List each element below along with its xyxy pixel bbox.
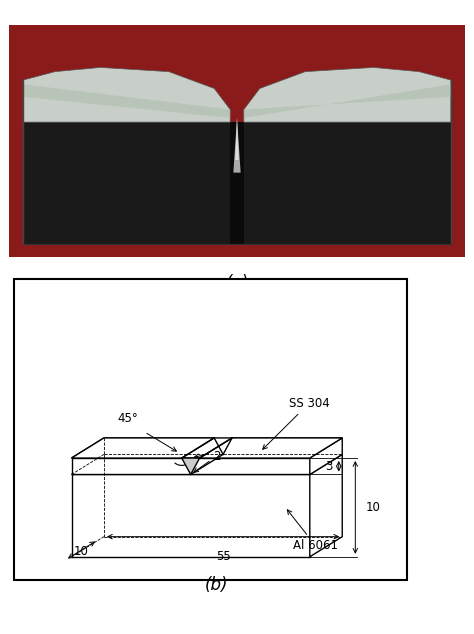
Polygon shape [244, 84, 451, 118]
Polygon shape [72, 458, 310, 474]
Polygon shape [72, 474, 310, 557]
Text: Al 6061: Al 6061 [287, 510, 338, 552]
Polygon shape [72, 438, 342, 458]
Polygon shape [23, 122, 230, 244]
Text: 10: 10 [74, 545, 89, 558]
Polygon shape [244, 122, 451, 244]
Polygon shape [310, 455, 342, 557]
Text: 2: 2 [213, 450, 221, 463]
Text: SS 304: SS 304 [263, 396, 330, 450]
Text: (a): (a) [225, 274, 249, 292]
Text: (b): (b) [205, 576, 228, 594]
Polygon shape [310, 438, 342, 474]
Polygon shape [235, 118, 239, 160]
Polygon shape [23, 67, 230, 122]
Polygon shape [72, 455, 342, 474]
Text: 3: 3 [325, 460, 332, 473]
Text: 55: 55 [216, 550, 230, 563]
Text: 10: 10 [365, 501, 381, 514]
Polygon shape [182, 458, 200, 474]
Polygon shape [230, 122, 244, 244]
Polygon shape [244, 67, 451, 122]
Text: 45°: 45° [118, 412, 138, 425]
Polygon shape [72, 438, 214, 458]
Polygon shape [200, 438, 342, 458]
Polygon shape [23, 84, 230, 118]
Polygon shape [233, 118, 241, 172]
Bar [14, 279, 407, 579]
